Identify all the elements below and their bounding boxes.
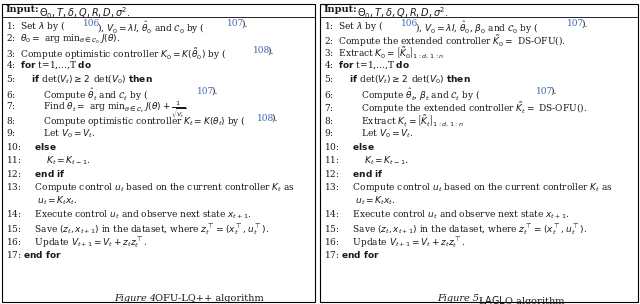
Text: ).: ). [581, 19, 588, 28]
Text: ).: ). [211, 87, 218, 96]
Text: 2:  Compute the extended controller $\tilde{K}_0 = $ DS-OFU().: 2: Compute the extended controller $\til… [324, 33, 566, 49]
Text: 17: $\mathbf{end\ for}$: 17: $\mathbf{end\ for}$ [6, 249, 62, 260]
Text: $u_t = K_t x_t$.: $u_t = K_t x_t$. [324, 195, 396, 207]
Text: 16:     Update $V_{t+1} = V_t + z_t z_t^\top$.: 16: Update $V_{t+1} = V_t + z_t z_t^\top… [324, 235, 465, 250]
Text: 4:  $\mathbf{for}$ t=1,...,T $\mathbf{do}$: 4: $\mathbf{for}$ t=1,...,T $\mathbf{do}… [6, 60, 92, 71]
Text: 8:          Extract $K_t = \left[\tilde{K}_t\right]_{1:d,\,1:n}$: 8: Extract $K_t = \left[\tilde{K}_t\righ… [324, 114, 464, 129]
Text: 6:          Compute $\hat{\theta}_t$, $\beta_t$ and $\mathcal{C}_t$ by (: 6: Compute $\hat{\theta}_t$, $\beta_t$ a… [324, 87, 480, 103]
Text: 9:          Let $V_0 = V_t$.: 9: Let $V_0 = V_t$. [324, 127, 413, 140]
Text: 13:     Compute control $u_t$ based on the current controller $K_t$ as: 13: Compute control $u_t$ based on the c… [6, 181, 295, 194]
Text: 12:     $\mathbf{end\ if}$: 12: $\mathbf{end\ if}$ [324, 168, 384, 179]
Text: Input:: Input: [6, 5, 40, 14]
Text: 10:     $\mathbf{else}$: 10: $\mathbf{else}$ [324, 141, 375, 152]
Text: ), $V_0 = \lambda I$, $\hat{\theta}_0$, $\beta_0$ and $\mathcal{C}_0$ by (: ), $V_0 = \lambda I$, $\hat{\theta}_0$, … [415, 19, 539, 36]
Text: 10:     $\mathbf{else}$: 10: $\mathbf{else}$ [6, 141, 57, 152]
Text: 15:     Save $(z_t, x_{t+1})$ in the dataset, where $z_t^\top = (x_t^\top, u_t^\: 15: Save $(z_t, x_{t+1})$ in the dataset… [324, 222, 587, 237]
Text: 13:     Compute control $u_t$ based on the current controller $K_t$ as: 13: Compute control $u_t$ based on the c… [324, 181, 613, 194]
Text: 108: 108 [253, 46, 270, 55]
Text: 9:          Let $V_0 = V_t$.: 9: Let $V_0 = V_t$. [6, 127, 95, 140]
Text: 17: $\mathbf{end\ for}$: 17: $\mathbf{end\ for}$ [324, 249, 380, 260]
Text: $u_t = K_t x_t$.: $u_t = K_t x_t$. [6, 195, 77, 207]
Text: L$\mathrm{AGL}$Q algorithm: L$\mathrm{AGL}$Q algorithm [475, 294, 566, 304]
Text: 11:         $K_t = K_{t-1}$.: 11: $K_t = K_{t-1}$. [6, 154, 90, 167]
Text: ).: ). [241, 19, 248, 28]
Text: 107: 107 [197, 87, 214, 96]
Text: 107: 107 [536, 87, 553, 96]
Text: Input:: Input: [324, 5, 358, 14]
Text: 7:          Compute the extended controller $\tilde{K}_t = $ DS-OFU().: 7: Compute the extended controller $\til… [324, 100, 587, 116]
Text: 5:      $\mathbf{if}$ det$(V_t) \geq 2\,$ det$(V_0)$ $\mathbf{then}$: 5: $\mathbf{if}$ det$(V_t) \geq 2\,$ det… [6, 73, 153, 86]
Text: 1:  Set $\lambda$ by (: 1: Set $\lambda$ by ( [6, 19, 65, 33]
Text: Figure 4.: Figure 4. [115, 294, 160, 303]
Text: $\Theta_0, T, \delta, Q, R, D, \sigma^2.$: $\Theta_0, T, \delta, Q, R, D, \sigma^2.… [39, 5, 131, 21]
Text: 15:     Save $(z_t, x_{t+1})$ in the dataset, where $z_t^\top = (x_t^\top, u_t^\: 15: Save $(z_t, x_{t+1})$ in the dataset… [6, 222, 269, 237]
Text: 6:          Compute $\hat{\theta}_t$ and $\mathcal{C}_t$ by (: 6: Compute $\hat{\theta}_t$ and $\mathca… [6, 87, 148, 103]
Text: 108: 108 [257, 114, 275, 123]
Text: 1:  Set $\lambda$ by (: 1: Set $\lambda$ by ( [324, 19, 383, 33]
Text: 2:  $\theta_0 = $ arg min$_{\theta \in \mathcal{C}_0}$ $J(\theta)$.: 2: $\theta_0 = $ arg min$_{\theta \in \m… [6, 33, 120, 47]
Text: 14:     Execute control $u_t$ and observe next state $x_{t+1}$.: 14: Execute control $u_t$ and observe ne… [6, 208, 252, 221]
Text: 8:          Compute optimistic controller $K_t = K(\theta_t)$ by (: 8: Compute optimistic controller $K_t = … [6, 114, 246, 128]
Text: $\Theta_0, T, \delta, Q, R, D, \sigma^2.$: $\Theta_0, T, \delta, Q, R, D, \sigma^2.… [357, 5, 449, 21]
Text: 14:     Execute control $u_t$ and observe next state $x_{t+1}$.: 14: Execute control $u_t$ and observe ne… [324, 208, 570, 221]
Text: 107: 107 [567, 19, 584, 28]
Text: 3:  Compute optimistic controller $K_0 = K(\tilde{\theta}_0)$ by (: 3: Compute optimistic controller $K_0 = … [6, 46, 226, 62]
Text: ).: ). [550, 87, 556, 96]
Bar [2, 4, 315, 302]
Text: ).: ). [271, 114, 277, 123]
Text: 4:  $\mathbf{for}$ t=1,...,T $\mathbf{do}$: 4: $\mathbf{for}$ t=1,...,T $\mathbf{do}… [324, 60, 410, 71]
Text: 7:          Find $\theta_t = $ arg min$_{\theta \in \mathcal{C}_t}$ $J(\theta) +: 7: Find $\theta_t = $ arg min$_{\theta \… [6, 100, 189, 120]
Text: 5:      $\mathbf{if}$ det$(V_t) \geq 2\,$ det$(V_0)$ $\mathbf{then}$: 5: $\mathbf{if}$ det$(V_t) \geq 2\,$ det… [324, 73, 471, 86]
Text: 107: 107 [227, 19, 244, 28]
Text: 12:     $\mathbf{end\ if}$: 12: $\mathbf{end\ if}$ [6, 168, 66, 179]
Bar [320, 4, 638, 302]
Text: Figure 5.: Figure 5. [437, 294, 483, 303]
Text: OFU-LQ++ algorithm: OFU-LQ++ algorithm [152, 294, 264, 303]
Text: 106: 106 [401, 19, 419, 28]
Text: ).: ). [267, 46, 273, 55]
Text: 3:  Extract $K_0 = \left[\tilde{K}_0\right]_{1:d,\,1:n}$: 3: Extract $K_0 = \left[\tilde{K}_0\righ… [324, 46, 444, 61]
Text: ), $V_0 = \lambda I$, $\hat{\theta}_0$ and $\mathcal{C}_0$ by (: ), $V_0 = \lambda I$, $\hat{\theta}_0$ a… [97, 19, 205, 36]
Text: 11:         $K_t = K_{t-1}$.: 11: $K_t = K_{t-1}$. [324, 154, 408, 167]
Text: 16:     Update $V_{t+1} = V_t + z_t z_t^\top$.: 16: Update $V_{t+1} = V_t + z_t z_t^\top… [6, 235, 147, 250]
Text: 106: 106 [83, 19, 100, 28]
